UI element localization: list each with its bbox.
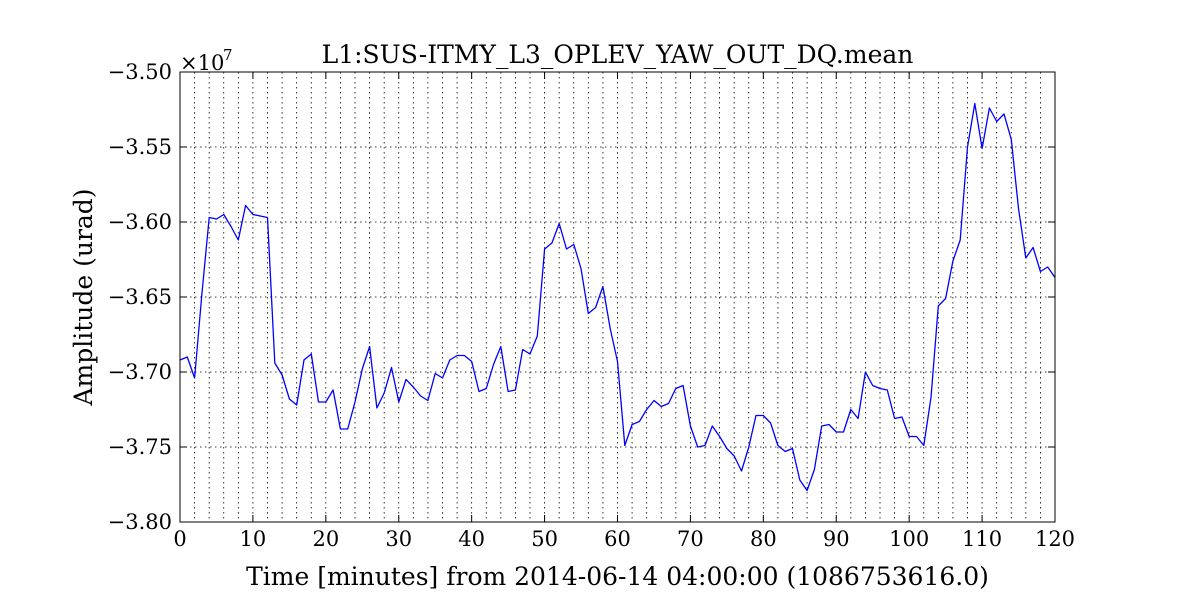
x-tick-label: 70 xyxy=(677,527,704,551)
y-offset-base: ×10 xyxy=(180,51,224,75)
x-tick-label: 120 xyxy=(1035,527,1075,551)
x-tick-label: 10 xyxy=(240,527,267,551)
grid xyxy=(180,72,1055,522)
y-offset-exponent: 7 xyxy=(223,46,233,64)
y-tick-label: −3.65 xyxy=(108,285,172,309)
y-axis-label: Amplitude (urad) xyxy=(69,188,98,406)
x-tick-label: 60 xyxy=(604,527,631,551)
x-tick-label: 80 xyxy=(750,527,777,551)
y-tick-label: −3.50 xyxy=(108,60,172,84)
y-tick-label: −3.80 xyxy=(108,510,172,534)
y-tick-label: −3.55 xyxy=(108,135,172,159)
x-tick-label: 30 xyxy=(385,527,412,551)
x-tick-label: 40 xyxy=(458,527,485,551)
series-line xyxy=(179,102,1056,492)
y-tick-label: −3.60 xyxy=(108,210,172,234)
x-tick-label: 90 xyxy=(823,527,850,551)
chart-title: L1:SUS-ITMY_L3_OPLEV_YAW_OUT_DQ.mean xyxy=(322,40,914,69)
x-tick-label: 50 xyxy=(531,527,558,551)
y-tick-label: −3.75 xyxy=(108,435,172,459)
x-tick-label: 20 xyxy=(312,527,339,551)
x-tick-label: 110 xyxy=(962,527,1002,551)
y-offset-label: ×10 7 xyxy=(180,46,233,75)
axis-ticks xyxy=(179,71,1056,523)
x-tick-label: 0 xyxy=(173,527,186,551)
y-tick-label: −3.70 xyxy=(108,360,172,384)
x-tick-label: 100 xyxy=(889,527,929,551)
tick-labels: 0 10 20 30 40 50 60 70 80 90 100 110 120 −3.80 −3.75 −3… xyxy=(108,60,1075,551)
x-axis-label: Time [minutes] from 2014-06-14 04:00:00 … xyxy=(246,562,989,591)
